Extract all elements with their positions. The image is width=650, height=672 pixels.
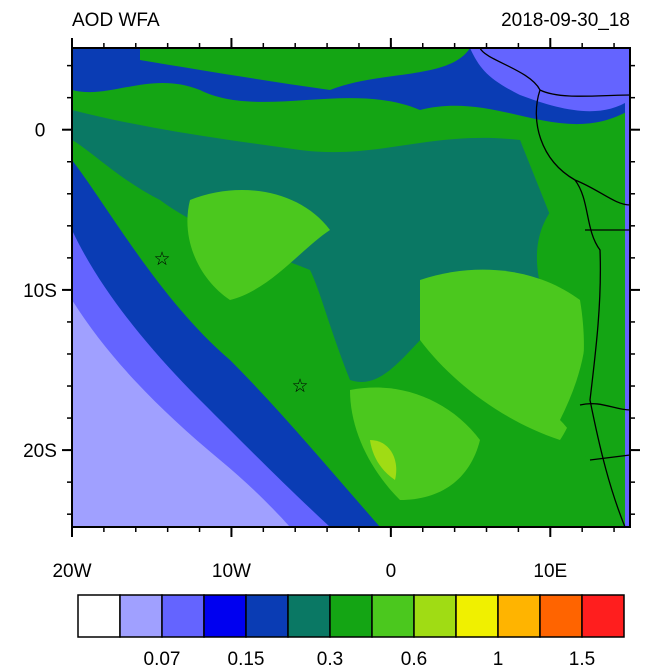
- colorbar-box: [203, 594, 247, 638]
- y-tick-label: 10S: [23, 281, 57, 302]
- colorbar-label: 1.5: [569, 649, 595, 667]
- colorbar-box: [371, 594, 415, 638]
- colorbar: 0.07 0.15 0.3 0.6 1 1.5: [77, 594, 625, 670]
- colorbar-box: [77, 594, 121, 638]
- y-tick-label: 20S: [23, 441, 57, 462]
- map-frame: [71, 47, 631, 528]
- colorbar-box: [329, 594, 373, 638]
- x-tick-label: 0: [386, 561, 397, 582]
- colorbar-label: 0.07: [144, 649, 181, 667]
- x-tick-label: 20W: [52, 561, 91, 582]
- x-tick-label: 10W: [212, 561, 251, 582]
- colorbar-box: [119, 594, 163, 638]
- colorbar-box: [497, 594, 541, 638]
- colorbar-box: [581, 594, 625, 638]
- colorbar-box: [455, 594, 499, 638]
- date: 2018-09-30_18: [501, 10, 630, 31]
- aod-field: [72, 48, 630, 527]
- colorbar-box: [539, 594, 583, 638]
- station-star: ☆: [153, 249, 170, 270]
- y-tick-label: 0: [35, 121, 46, 142]
- colorbar-label: 1: [493, 649, 504, 667]
- colorbar-label: 0.15: [228, 649, 265, 667]
- colorbar-label: 0.3: [317, 649, 343, 667]
- axes: 20W 10W 0 10E 0 10S 20S: [23, 38, 640, 582]
- colorbar-box: [161, 594, 205, 638]
- title: AOD WFA: [72, 10, 160, 31]
- x-tick-label: 10E: [533, 561, 567, 582]
- colorbar-box: [413, 594, 457, 638]
- colorbar-box: [245, 594, 289, 638]
- colorbar-label: 0.6: [401, 649, 427, 667]
- colorbar-box: [287, 594, 331, 638]
- station-star: ☆: [291, 376, 308, 397]
- coastline: [479, 47, 631, 528]
